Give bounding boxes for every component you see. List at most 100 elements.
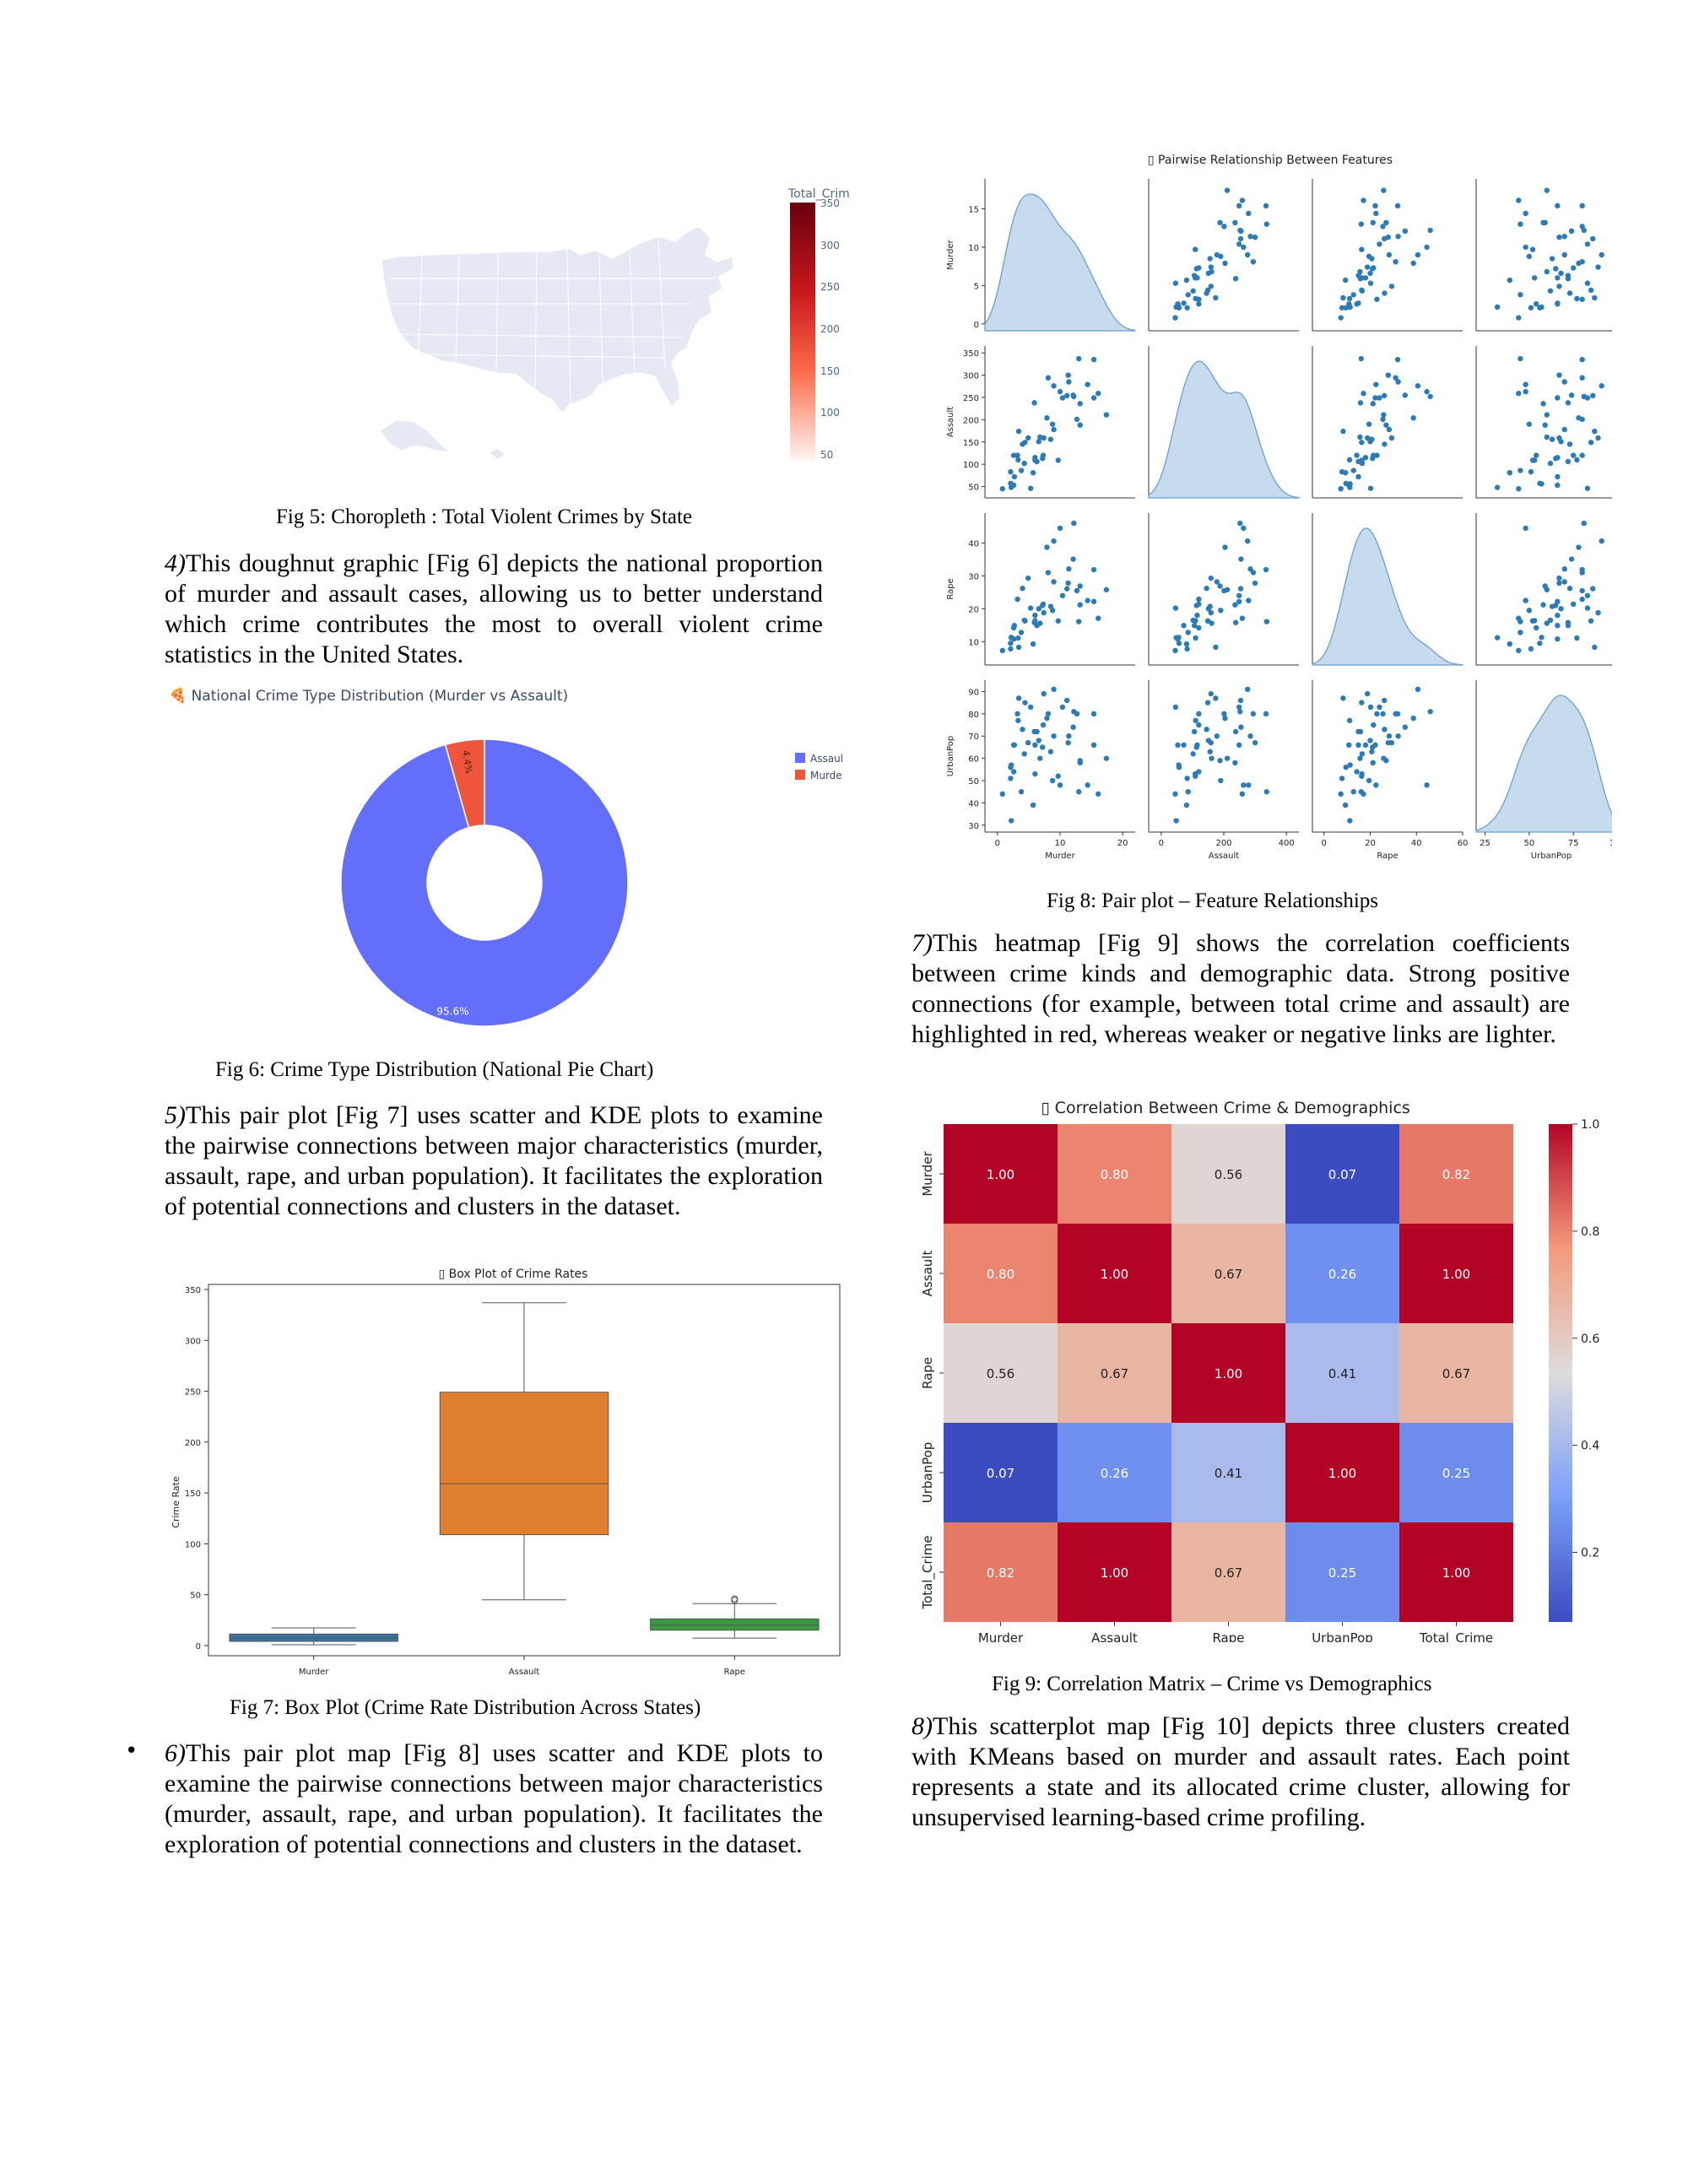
col-label: Total_Crime	[1419, 1630, 1493, 1642]
scatter-point	[1236, 203, 1242, 209]
scatter-point	[1372, 203, 1378, 209]
x-axis-label: Murder	[1045, 851, 1075, 861]
scatter-point	[1556, 435, 1562, 441]
heatmap-cell-label: 1.00	[1328, 1466, 1356, 1481]
scatter-point	[1044, 415, 1050, 421]
scatter-point	[1208, 739, 1214, 746]
scatter-point	[1077, 602, 1083, 608]
scatter-point	[1402, 392, 1409, 398]
scatter-point	[1565, 400, 1572, 406]
scatter-point	[1377, 241, 1382, 247]
y-tick-label: 5	[974, 282, 979, 291]
scatter-point	[1388, 739, 1395, 746]
scatter-point	[1570, 452, 1577, 458]
scatter-point	[1568, 392, 1575, 398]
scatter-point	[1346, 295, 1353, 302]
scatter-point	[1209, 268, 1215, 275]
scatter-point	[1176, 641, 1182, 646]
scatter-point	[1252, 234, 1258, 241]
scatter-point	[1584, 605, 1591, 611]
y-tick-label: 80	[968, 711, 979, 720]
scatter-point	[1590, 392, 1596, 399]
scatter-point	[1556, 372, 1562, 378]
scatter-point	[1382, 290, 1388, 296]
scatter-point	[1218, 777, 1224, 784]
scatter-point	[1014, 711, 1020, 717]
scatter-point	[1537, 305, 1543, 311]
scatter-point	[1507, 641, 1512, 647]
scatter-point	[1204, 586, 1209, 592]
scatter-point	[1565, 273, 1572, 278]
heatmap-cell	[1171, 1323, 1285, 1423]
fig9-heatmap: ▯ Correlation Between Crime & Demographi…	[907, 1094, 1608, 1646]
scatter-point	[1183, 802, 1190, 808]
scatter-point	[1077, 583, 1083, 589]
scatter-point	[1015, 635, 1021, 641]
scatter-point	[1415, 686, 1421, 693]
scatter-point	[1370, 401, 1376, 407]
heatmap-cell	[1399, 1423, 1513, 1522]
scatter-point	[1523, 244, 1528, 251]
scatter-point	[1096, 791, 1101, 797]
scatter-point	[1096, 391, 1101, 397]
heatmap-cell-label: 0.82	[987, 1565, 1014, 1581]
scatter-point	[1402, 724, 1409, 730]
y-tick-label: 0	[196, 1642, 201, 1652]
scatter-point	[1516, 485, 1522, 492]
scatter-point	[1025, 739, 1031, 746]
x-tick-label: 25	[1480, 839, 1491, 848]
scatter-point	[1040, 722, 1047, 728]
scatter-point	[1584, 592, 1591, 598]
scatter-point	[1395, 733, 1401, 739]
y-axis-label: Assault	[946, 407, 955, 438]
scatter-point	[1196, 624, 1202, 631]
scatter-point	[1010, 742, 1017, 749]
scatter-point	[1173, 818, 1179, 824]
scatter-point	[1183, 641, 1190, 647]
colorbar-title: Total_Crim	[787, 187, 850, 201]
scatter-point	[1051, 383, 1057, 389]
fig7-boxplot: ▯ Box Plot of Crime Rates Crime Rate 0 50…	[160, 1257, 844, 1679]
scatter-point	[1370, 219, 1376, 226]
y-tick-label: 350	[963, 349, 979, 359]
scatter-point	[1558, 270, 1564, 277]
scatter-point	[1071, 393, 1077, 400]
colorbar-tick-label: 0.6	[1581, 1333, 1599, 1346]
scatter-point	[1184, 776, 1190, 781]
scatter-point	[1542, 422, 1548, 428]
scatter-point	[1196, 265, 1202, 271]
colorbar-tick-label: 0.8	[1581, 1225, 1599, 1239]
scatter-point	[1579, 356, 1585, 363]
scatter-point	[1556, 234, 1562, 241]
scatter-point	[1555, 598, 1561, 605]
scatter-point	[1239, 197, 1246, 203]
scatter-point	[1346, 300, 1352, 307]
scatter-point	[1526, 608, 1533, 614]
scatter-point	[1523, 388, 1528, 395]
paragraph-6: 6)This pair plot map [Fig 8] uses scatte…	[165, 1738, 823, 1860]
boxplot-svg: ▯ Box Plot of Crime Rates Crime Rate 0 50…	[170, 1268, 841, 1677]
heatmap-cell-label: 0.07	[1328, 1167, 1356, 1182]
scatter-point	[1362, 275, 1369, 281]
y-axis-label: UrbanPop	[946, 736, 955, 776]
scatter-point	[1194, 742, 1200, 749]
scatter-point	[1340, 428, 1346, 435]
scatter-point	[1549, 436, 1555, 442]
x-tick-label: 0	[1159, 839, 1164, 848]
heatmap-cell-label: 0.67	[1215, 1267, 1242, 1282]
state-borders	[383, 237, 717, 406]
scatter-point	[1383, 758, 1389, 764]
scatter-point	[1393, 375, 1399, 381]
scatter-point	[1041, 609, 1047, 616]
scatter-point	[1224, 755, 1231, 761]
col-label: Murder	[978, 1630, 1024, 1642]
scatter-point	[1222, 260, 1228, 267]
scatter-point	[1518, 468, 1523, 473]
scatter-point	[1076, 789, 1082, 795]
scatter-point	[1507, 469, 1512, 476]
scatter-point	[1241, 782, 1247, 788]
colorbar-tick-label: 0.2	[1581, 1547, 1599, 1560]
scatter-point	[1599, 538, 1604, 544]
alaska-shape	[379, 419, 451, 453]
scatter-point	[1037, 755, 1043, 761]
